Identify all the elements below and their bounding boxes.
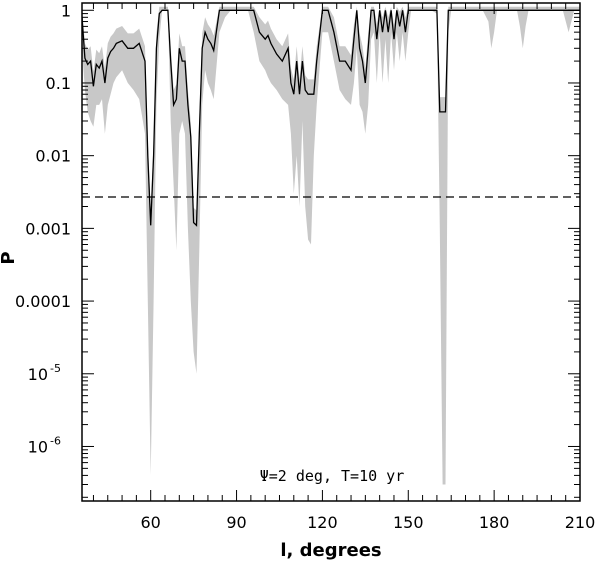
- x-axis: 60 90 120 150 180 210: [92, 3, 596, 532]
- y-tick-label: 0.0001: [15, 292, 71, 311]
- plot-clip-group: [82, 6, 580, 485]
- y-tick-label: 1: [61, 1, 71, 20]
- x-tick-label: 120: [307, 513, 338, 532]
- probability-line-layer: [82, 9, 580, 227]
- plot-frame: [81, 2, 581, 502]
- y-tick-label: 10: [28, 437, 48, 456]
- x-axis-label: l, degrees: [280, 540, 381, 561]
- x-tick-label: 180: [479, 513, 510, 532]
- annotation: Ψ=2 deg, T=10 yr: [260, 467, 405, 485]
- y-tick-exponent: -5: [50, 362, 61, 375]
- x-tick-label: 90: [226, 513, 246, 532]
- confidence-band: [82, 6, 580, 485]
- y-tick-label: 0.01: [35, 147, 71, 166]
- confidence-band-layer: [82, 6, 580, 485]
- x-tick-label: 150: [393, 513, 424, 532]
- x-tick-label: 60: [141, 513, 161, 532]
- probability-line: [82, 9, 580, 227]
- y-axis-label: P: [0, 251, 19, 264]
- y-tick-label: 0.1: [46, 74, 71, 93]
- y-tick-label: 0.001: [25, 219, 71, 238]
- x-tick-label: 210: [565, 513, 596, 532]
- y-tick-exponent: -6: [50, 434, 61, 447]
- y-tick-label: 10: [28, 365, 48, 384]
